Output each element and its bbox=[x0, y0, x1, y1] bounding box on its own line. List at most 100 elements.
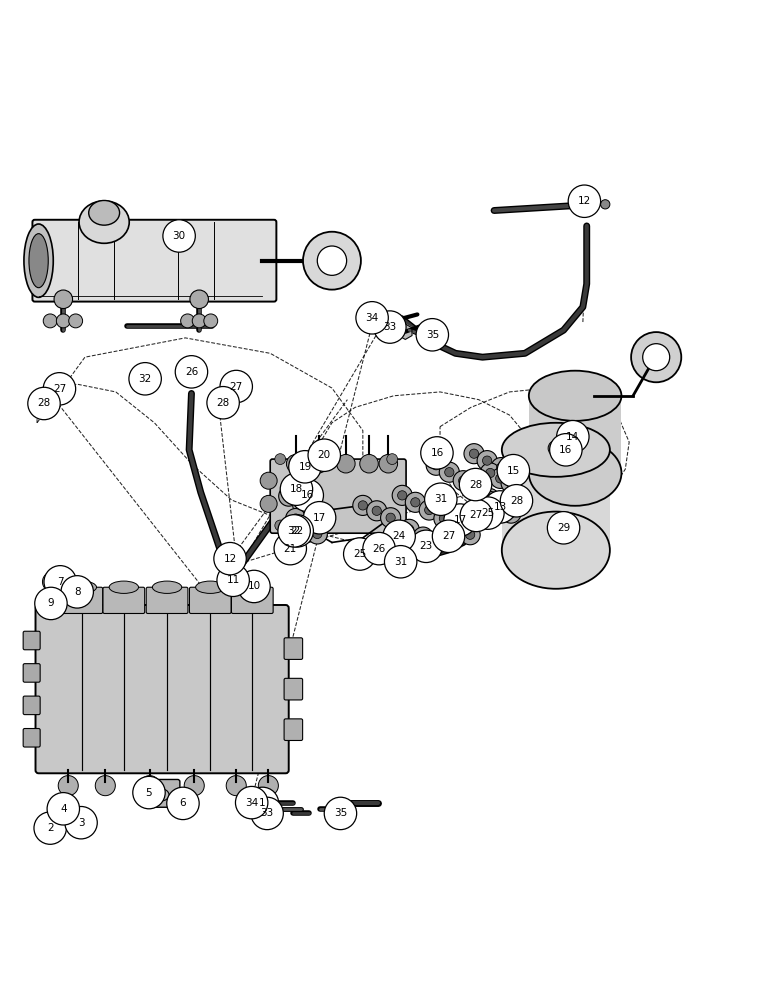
Circle shape bbox=[411, 498, 420, 507]
Circle shape bbox=[496, 503, 505, 512]
Circle shape bbox=[279, 486, 299, 506]
Circle shape bbox=[313, 529, 322, 539]
Text: 35: 35 bbox=[425, 330, 439, 340]
Circle shape bbox=[298, 500, 307, 509]
Text: 9: 9 bbox=[48, 598, 54, 608]
Circle shape bbox=[374, 311, 406, 343]
Circle shape bbox=[577, 194, 597, 214]
Circle shape bbox=[453, 471, 473, 491]
Circle shape bbox=[387, 520, 398, 531]
Text: 25: 25 bbox=[481, 508, 495, 518]
Circle shape bbox=[482, 456, 492, 465]
FancyBboxPatch shape bbox=[103, 587, 144, 613]
Circle shape bbox=[419, 500, 439, 520]
Circle shape bbox=[235, 786, 268, 819]
Circle shape bbox=[28, 387, 60, 420]
Circle shape bbox=[490, 468, 510, 488]
Text: 31: 31 bbox=[394, 557, 408, 567]
Circle shape bbox=[472, 497, 504, 529]
Circle shape bbox=[405, 492, 425, 512]
Circle shape bbox=[491, 458, 511, 478]
Circle shape bbox=[445, 468, 454, 477]
Circle shape bbox=[490, 492, 506, 508]
Text: 7: 7 bbox=[57, 577, 63, 587]
Circle shape bbox=[286, 508, 306, 529]
Circle shape bbox=[35, 587, 67, 620]
Circle shape bbox=[485, 494, 494, 503]
Circle shape bbox=[426, 455, 446, 475]
Text: 16: 16 bbox=[559, 445, 573, 455]
Circle shape bbox=[44, 566, 76, 598]
Text: 11: 11 bbox=[226, 575, 240, 585]
Circle shape bbox=[275, 520, 286, 531]
Circle shape bbox=[506, 478, 516, 488]
Ellipse shape bbox=[245, 804, 257, 813]
Text: 32: 32 bbox=[287, 526, 301, 536]
Circle shape bbox=[480, 492, 500, 512]
Circle shape bbox=[426, 534, 446, 554]
Circle shape bbox=[129, 363, 161, 395]
Ellipse shape bbox=[134, 784, 151, 796]
Circle shape bbox=[293, 495, 313, 515]
Text: 33: 33 bbox=[260, 808, 274, 818]
Text: 12: 12 bbox=[577, 196, 591, 206]
Text: 27: 27 bbox=[469, 510, 483, 520]
Circle shape bbox=[472, 485, 481, 494]
Circle shape bbox=[284, 492, 293, 501]
Text: 24: 24 bbox=[392, 531, 406, 541]
Circle shape bbox=[220, 370, 252, 403]
Bar bbox=[529, 396, 621, 473]
Ellipse shape bbox=[381, 319, 394, 328]
Circle shape bbox=[280, 473, 313, 505]
FancyBboxPatch shape bbox=[32, 220, 276, 302]
Text: 17: 17 bbox=[313, 513, 327, 523]
Circle shape bbox=[56, 314, 70, 328]
Circle shape bbox=[466, 530, 475, 539]
Text: 31: 31 bbox=[434, 494, 448, 504]
Circle shape bbox=[58, 776, 78, 796]
Circle shape bbox=[425, 505, 434, 515]
Circle shape bbox=[226, 776, 246, 796]
Circle shape bbox=[501, 503, 521, 523]
Circle shape bbox=[398, 491, 407, 500]
Text: 35: 35 bbox=[334, 808, 347, 818]
Text: 18: 18 bbox=[290, 484, 303, 494]
Circle shape bbox=[307, 524, 327, 544]
Circle shape bbox=[405, 525, 414, 534]
Text: 26: 26 bbox=[185, 367, 198, 377]
Circle shape bbox=[167, 787, 199, 820]
Circle shape bbox=[459, 468, 492, 501]
Circle shape bbox=[413, 527, 433, 547]
Circle shape bbox=[43, 373, 76, 405]
Ellipse shape bbox=[152, 581, 181, 593]
Polygon shape bbox=[398, 324, 412, 339]
Circle shape bbox=[381, 508, 401, 528]
Circle shape bbox=[79, 812, 91, 824]
Circle shape bbox=[300, 520, 310, 529]
Text: 14: 14 bbox=[566, 432, 580, 442]
Circle shape bbox=[295, 515, 315, 535]
Text: 28: 28 bbox=[216, 398, 230, 408]
Circle shape bbox=[464, 444, 484, 464]
Circle shape bbox=[217, 564, 249, 596]
Ellipse shape bbox=[529, 440, 621, 506]
Text: 34: 34 bbox=[365, 313, 379, 323]
FancyBboxPatch shape bbox=[189, 587, 231, 613]
Circle shape bbox=[548, 441, 564, 456]
Circle shape bbox=[337, 454, 355, 473]
Text: 10: 10 bbox=[247, 581, 261, 591]
Ellipse shape bbox=[238, 581, 267, 593]
Text: 29: 29 bbox=[557, 523, 571, 533]
Circle shape bbox=[305, 501, 325, 521]
Circle shape bbox=[460, 499, 493, 532]
Circle shape bbox=[47, 793, 80, 825]
Text: 16: 16 bbox=[300, 490, 314, 500]
Text: 27: 27 bbox=[52, 384, 66, 394]
Circle shape bbox=[399, 519, 419, 539]
Circle shape bbox=[54, 290, 73, 309]
Text: 26: 26 bbox=[372, 544, 386, 554]
Circle shape bbox=[291, 479, 323, 512]
Circle shape bbox=[379, 454, 398, 473]
Circle shape bbox=[181, 314, 195, 328]
Text: 16: 16 bbox=[430, 448, 444, 458]
